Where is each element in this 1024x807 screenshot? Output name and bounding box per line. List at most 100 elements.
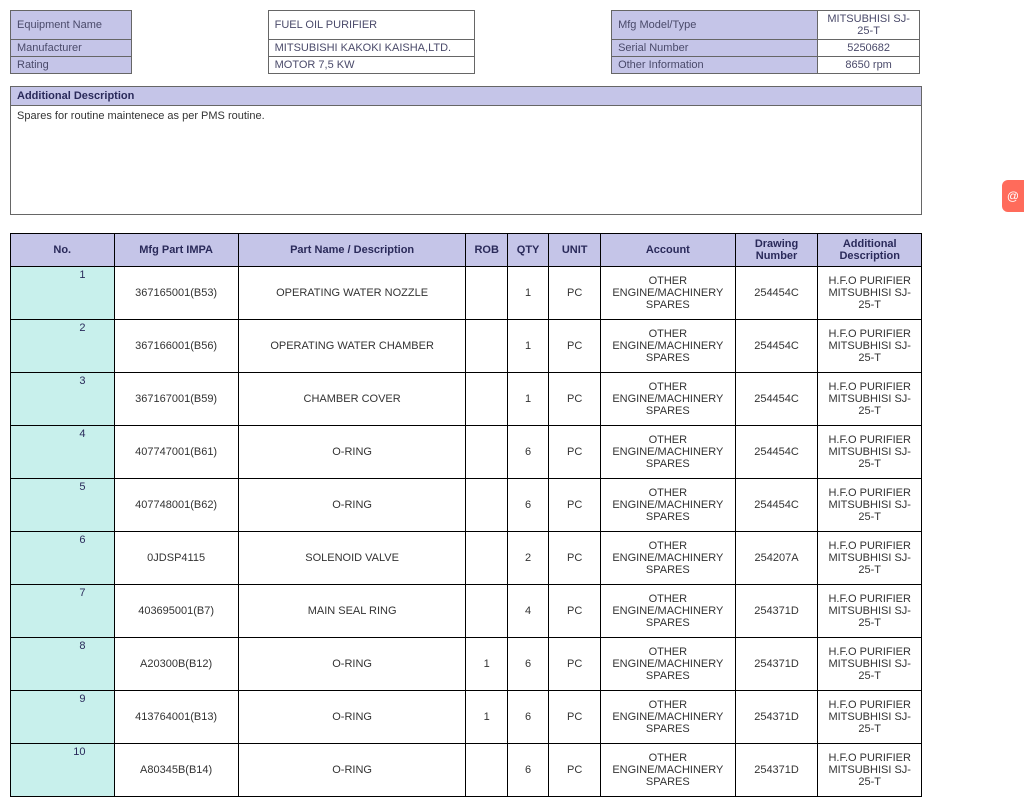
table-cell: 1: [11, 267, 115, 320]
side-tab-icon[interactable]: @: [1002, 180, 1024, 212]
table-cell: 254454C: [735, 479, 818, 532]
table-cell: H.F.O PURIFIER MITSUBHISI SJ-25-T: [818, 744, 922, 797]
table-cell: 3: [11, 373, 115, 426]
table-cell: 254454C: [735, 267, 818, 320]
table-row: 10A80345B(B14)O-RING6PCOTHER ENGINE/MACH…: [11, 744, 922, 797]
value-mfg-model: MITSUBHISI SJ-25-T: [818, 11, 920, 40]
table-cell: PC: [549, 691, 601, 744]
value-manufacturer: MITSUBISHI KAKOKI KAISHA,LTD.: [268, 40, 475, 57]
table-cell: 1: [507, 373, 548, 426]
table-cell: 5: [11, 479, 115, 532]
table-cell: MAIN SEAL RING: [238, 585, 466, 638]
table-cell: [466, 426, 507, 479]
table-cell: OTHER ENGINE/MACHINERY SPARES: [601, 585, 736, 638]
table-cell: O-RING: [238, 426, 466, 479]
table-cell: 1: [507, 320, 548, 373]
table-cell: 254454C: [735, 320, 818, 373]
table-cell: H.F.O PURIFIER MITSUBHISI SJ-25-T: [818, 638, 922, 691]
table-cell: OTHER ENGINE/MACHINERY SPARES: [601, 373, 736, 426]
label-serial: Serial Number: [612, 40, 818, 57]
table-row: 1367165001(B53)OPERATING WATER NOZZLE1PC…: [11, 267, 922, 320]
table-cell: O-RING: [238, 638, 466, 691]
table-cell: 6: [507, 691, 548, 744]
table-cell: PC: [549, 267, 601, 320]
table-cell: 1: [466, 691, 507, 744]
table-cell: 367167001(B59): [114, 373, 238, 426]
table-cell: PC: [549, 744, 601, 797]
header-drawing: Drawing Number: [735, 234, 818, 267]
header-unit: UNIT: [549, 234, 601, 267]
value-rating: MOTOR 7,5 KW: [268, 57, 475, 74]
table-cell: 254454C: [735, 373, 818, 426]
table-cell: 367166001(B56): [114, 320, 238, 373]
table-cell: OTHER ENGINE/MACHINERY SPARES: [601, 320, 736, 373]
table-row: 3367167001(B59)CHAMBER COVER 1PCOTHER ENG…: [11, 373, 922, 426]
table-cell: H.F.O PURIFIER MITSUBHISI SJ-25-T: [818, 320, 922, 373]
header-account: Account: [601, 234, 736, 267]
table-cell: OTHER ENGINE/MACHINERY SPARES: [601, 691, 736, 744]
table-cell: 407747001(B61): [114, 426, 238, 479]
table-cell: H.F.O PURIFIER MITSUBHISI SJ-25-T: [818, 479, 922, 532]
table-cell: H.F.O PURIFIER MITSUBHISI SJ-25-T: [818, 691, 922, 744]
value-equipment: FUEL OIL PURIFIER: [268, 11, 475, 40]
table-cell: [466, 532, 507, 585]
table-row: 4407747001(B61)O-RING6PCOTHER ENGINE/MAC…: [11, 426, 922, 479]
table-cell: 9: [11, 691, 115, 744]
table-cell: OTHER ENGINE/MACHINERY SPARES: [601, 532, 736, 585]
table-cell: CHAMBER COVER: [238, 373, 466, 426]
header-mfg: Mfg Part IMPA: [114, 234, 238, 267]
table-cell: 6: [11, 532, 115, 585]
table-cell: OTHER ENGINE/MACHINERY SPARES: [601, 267, 736, 320]
table-cell: PC: [549, 320, 601, 373]
label-manufacturer: Manufacturer: [11, 40, 132, 57]
table-cell: 367165001(B53): [114, 267, 238, 320]
header-qty: QTY: [507, 234, 548, 267]
table-cell: 254371D: [735, 691, 818, 744]
table-cell: 1: [466, 638, 507, 691]
table-cell: 254371D: [735, 744, 818, 797]
label-equipment: Equipment Name: [11, 11, 132, 40]
table-cell: [466, 479, 507, 532]
table-cell: [466, 744, 507, 797]
table-cell: A80345B(B14): [114, 744, 238, 797]
label-rating: Rating: [11, 57, 132, 74]
header-rob: ROB: [466, 234, 507, 267]
table-cell: PC: [549, 426, 601, 479]
label-other: Other Information: [612, 57, 818, 74]
table-cell: PC: [549, 585, 601, 638]
table-cell: 4: [507, 585, 548, 638]
table-cell: 10: [11, 744, 115, 797]
table-cell: OTHER ENGINE/MACHINERY SPARES: [601, 744, 736, 797]
additional-description-box: Spares for routine maintenece as per PMS…: [10, 105, 922, 215]
table-cell: 254371D: [735, 585, 818, 638]
table-cell: OTHER ENGINE/MACHINERY SPARES: [601, 479, 736, 532]
table-row: 60JDSP4115SOLENOID VALVE2PCOTHER ENGINE/…: [11, 532, 922, 585]
table-cell: OPERATING WATER CHAMBER: [238, 320, 466, 373]
table-cell: 6: [507, 744, 548, 797]
table-row: 8A20300B(B12)O-RING16PCOTHER ENGINE/MACH…: [11, 638, 922, 691]
table-cell: 8: [11, 638, 115, 691]
table-cell: 6: [507, 479, 548, 532]
table-cell: 254371D: [735, 638, 818, 691]
table-cell: 407748001(B62): [114, 479, 238, 532]
table-cell: PC: [549, 373, 601, 426]
table-cell: PC: [549, 479, 601, 532]
table-cell: 2: [507, 532, 548, 585]
table-cell: OPERATING WATER NOZZLE: [238, 267, 466, 320]
value-other: 8650 rpm: [818, 57, 920, 74]
table-cell: PC: [549, 532, 601, 585]
table-cell: H.F.O PURIFIER MITSUBHISI SJ-25-T: [818, 426, 922, 479]
table-cell: 1: [507, 267, 548, 320]
table-cell: H.F.O PURIFIER MITSUBHISI SJ-25-T: [818, 585, 922, 638]
table-row: 9413764001(B13)O-RING16PCOTHER ENGINE/MA…: [11, 691, 922, 744]
table-cell: [466, 320, 507, 373]
table-cell: [466, 373, 507, 426]
table-cell: H.F.O PURIFIER MITSUBHISI SJ-25-T: [818, 267, 922, 320]
table-cell: 254454C: [735, 426, 818, 479]
table-cell: 4: [11, 426, 115, 479]
table-cell: [466, 585, 507, 638]
header-name: Part Name / Description: [238, 234, 466, 267]
table-cell: 7: [11, 585, 115, 638]
table-cell: [466, 267, 507, 320]
table-cell: 254207A: [735, 532, 818, 585]
